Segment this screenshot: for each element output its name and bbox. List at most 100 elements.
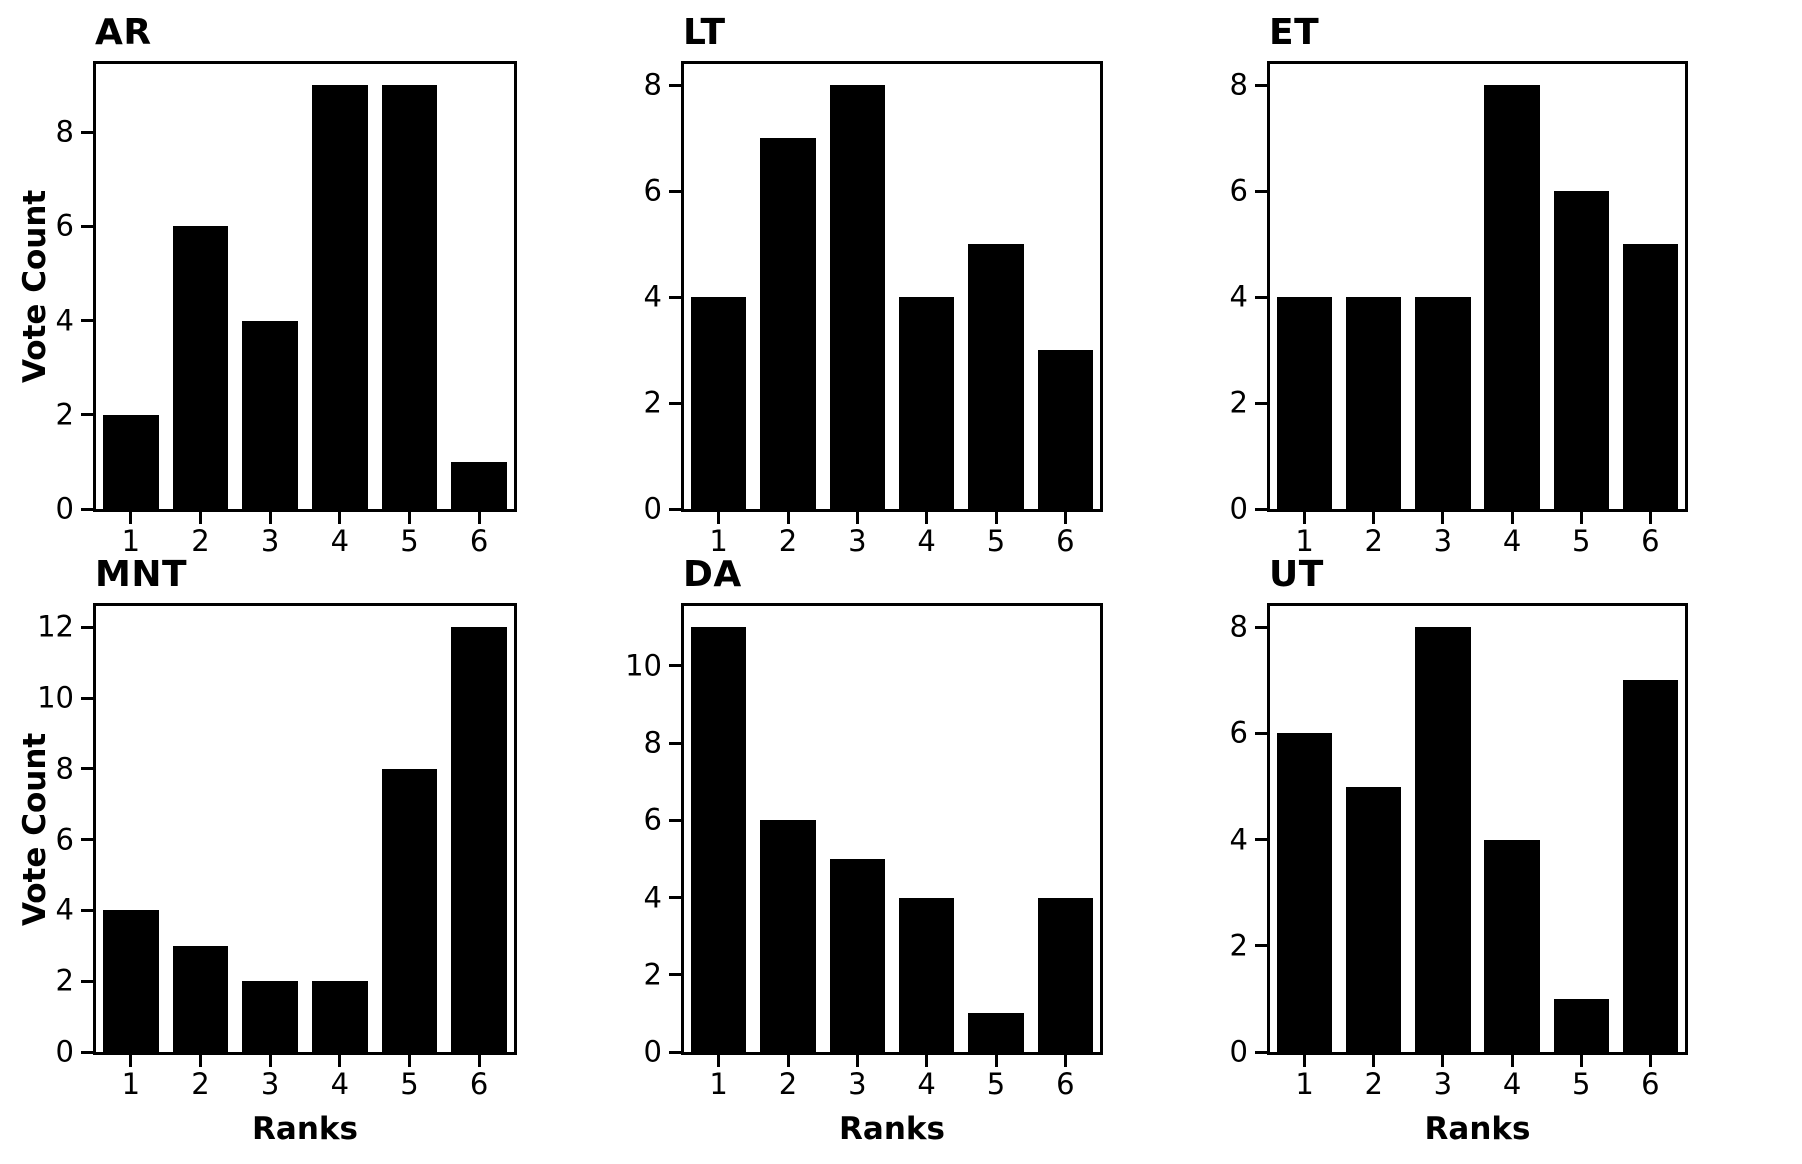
x-tick-mark [1648, 1055, 1652, 1067]
bar-rank-4 [311, 85, 368, 509]
x-tick-mark [129, 1055, 133, 1067]
chart-title: UT [1269, 554, 1324, 595]
plot-area: 0 2 4 6 8 1 2 3 4 5 6 [56, 61, 517, 556]
x-tick-mark [1063, 512, 1067, 524]
y-tick-mark [81, 130, 93, 134]
x-tick-label: 6 [1641, 1067, 1660, 1101]
y-tick-mark [81, 767, 93, 771]
x-tick-mark [855, 1055, 859, 1067]
y-tick-label: 10 [625, 648, 662, 683]
y-tick-label: 6 [643, 173, 662, 208]
y-tick-mark [1255, 295, 1267, 299]
y-tick-label: 8 [55, 114, 74, 149]
x-tick-label: 2 [778, 524, 798, 558]
x-tick-label: 6 [469, 1067, 489, 1101]
y-tick-label: 8 [1229, 609, 1248, 644]
y-tick-mark [1255, 838, 1267, 842]
x-tick-label: 6 [1641, 524, 1660, 558]
y-tick-mark [669, 401, 681, 405]
y-tick-label: 0 [55, 1034, 74, 1069]
x-tick-mark [1510, 1055, 1514, 1067]
y-tick-mark [1255, 189, 1267, 193]
bar-rank-3 [1415, 627, 1471, 1052]
y-tick-label: 0 [1229, 1034, 1248, 1069]
bar-rank-3 [242, 320, 299, 509]
y-tick-mark [669, 1050, 681, 1054]
x-tick-mark [1441, 1055, 1445, 1067]
x-tick-label: 2 [191, 524, 210, 558]
x-axis-label: Ranks [839, 1111, 945, 1147]
y-tick-label: 4 [1229, 279, 1248, 314]
bar-rank-6 [1037, 350, 1094, 509]
x-tick-label: 5 [1572, 1067, 1591, 1101]
bar-rank-5 [1553, 191, 1609, 509]
y-tick-mark [669, 973, 681, 977]
x-tick-mark [1303, 1055, 1307, 1067]
y-tick-mark [1255, 731, 1267, 735]
y-tick-label: 2 [55, 397, 74, 432]
bar-rank-4 [311, 981, 368, 1052]
x-tick-label: 1 [1295, 524, 1314, 558]
x-tick-label: 4 [917, 1067, 936, 1101]
y-tick-label: 4 [55, 303, 74, 338]
y-tick-mark [81, 507, 93, 511]
x-tick-label: 5 [400, 524, 419, 558]
x-axis-label: Ranks [252, 1111, 358, 1147]
x-tick-mark [786, 512, 790, 524]
y-axis-label [601, 603, 645, 1055]
x-tick-mark [338, 1055, 342, 1067]
bar-rank-1 [1276, 733, 1333, 1052]
x-tick-label: 1 [1295, 1067, 1314, 1101]
x-tick-label: 3 [848, 1067, 867, 1101]
y-tick-label: 0 [643, 1034, 662, 1069]
y-tick-label: 6 [1229, 715, 1248, 750]
y-axis-label [1187, 603, 1231, 1055]
y-tick-label: 8 [1229, 67, 1248, 102]
bar-rank-1 [1276, 297, 1333, 509]
x-tick-mark [477, 1055, 481, 1067]
x-tick-mark [717, 512, 721, 524]
y-tick-label: 2 [55, 963, 74, 998]
x-tick-mark [1303, 512, 1307, 524]
y-tick-mark [1255, 1050, 1267, 1054]
y-tick-mark [1255, 83, 1267, 87]
x-tick-label: 3 [1433, 524, 1453, 558]
y-tick-mark [1255, 944, 1267, 948]
bar-rank-6 [1622, 244, 1679, 509]
x-tick-label: 4 [330, 524, 350, 558]
y-tick-label: 10 [37, 680, 74, 715]
y-axis-label: Vote Count [17, 732, 53, 926]
chart-title: ET [1269, 12, 1320, 53]
y-tick-mark [81, 979, 93, 983]
y-tick-mark [81, 413, 93, 417]
x-tick-label: 2 [1364, 1067, 1383, 1101]
y-axis-label: Vote Count [17, 189, 53, 384]
x-tick-mark [717, 1055, 721, 1067]
chart-title: DA [683, 554, 742, 595]
plot-area: 0 2 4 6 8 10 1 2 3 4 5 6 [625, 603, 1103, 1099]
x-tick-label: 4 [917, 524, 936, 558]
bar-rank-1 [690, 627, 747, 1052]
bar-rank-5 [968, 1013, 1024, 1052]
y-tick-label: 8 [643, 725, 662, 760]
y-tick-label: 4 [643, 880, 662, 915]
y-tick-mark [81, 625, 93, 629]
bar-rank-3 [829, 858, 886, 1052]
bar-rank-4 [898, 297, 955, 509]
plot-area: 0 2 4 6 8 10 12 1 2 3 4 5 6 [37, 603, 517, 1099]
bar-rank-6 [451, 461, 508, 509]
x-tick-mark [199, 1055, 202, 1067]
chart-title: LT [683, 12, 726, 53]
plot-area: 0 2 4 6 8 1 2 3 4 5 6 [1230, 61, 1688, 556]
x-tick-mark [129, 512, 133, 524]
y-tick-label: 6 [643, 802, 662, 837]
bar-rank-1 [690, 297, 747, 509]
y-tick-mark [81, 1050, 93, 1054]
bar-rank-3 [242, 981, 299, 1052]
bar-rank-5 [381, 768, 438, 1052]
